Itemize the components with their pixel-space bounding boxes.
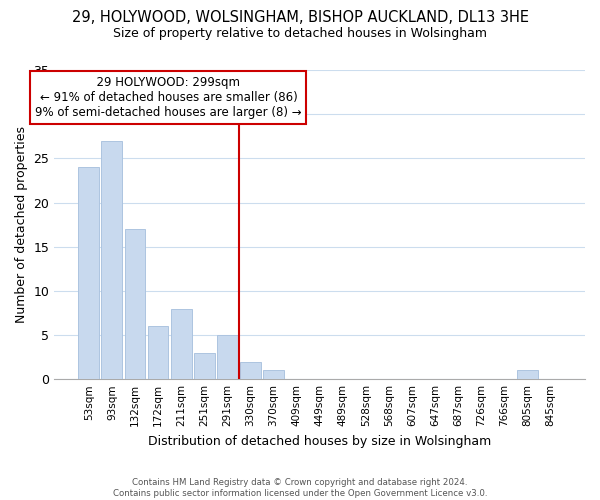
Bar (171, 308, 191, 379)
Bar (79, 167, 99, 379)
Bar (263, 370, 284, 379)
Text: Size of property relative to detached houses in Wolsingham: Size of property relative to detached ho… (113, 28, 487, 40)
Bar (217, 335, 238, 379)
Text: 29 HOLYWOOD: 299sqm  
← 91% of detached houses are smaller (86)
9% of semi-detac: 29 HOLYWOOD: 299sqm ← 91% of detached ho… (35, 76, 302, 119)
Text: Contains HM Land Registry data © Crown copyright and database right 2024.
Contai: Contains HM Land Registry data © Crown c… (113, 478, 487, 498)
Bar (148, 326, 169, 379)
Bar (194, 352, 215, 379)
Bar (517, 370, 538, 379)
Bar (240, 362, 261, 379)
Y-axis label: Number of detached properties: Number of detached properties (15, 126, 28, 323)
Bar (101, 140, 122, 379)
Text: 29, HOLYWOOD, WOLSINGHAM, BISHOP AUCKLAND, DL13 3HE: 29, HOLYWOOD, WOLSINGHAM, BISHOP AUCKLAN… (71, 10, 529, 25)
Bar (125, 229, 145, 379)
X-axis label: Distribution of detached houses by size in Wolsingham: Distribution of detached houses by size … (148, 434, 491, 448)
